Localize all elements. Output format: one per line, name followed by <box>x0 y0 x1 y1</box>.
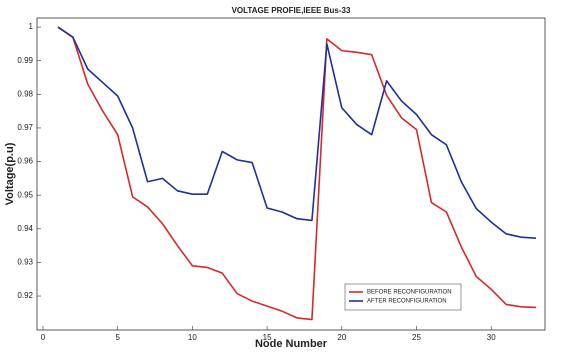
x-axis-label: Node Number <box>255 338 328 350</box>
plot-frame <box>36 17 546 331</box>
chart-title: VOLTAGE PROFIE,IEEE Bus-33 <box>232 6 351 15</box>
line-series <box>57 26 537 240</box>
y-tick-label: 0.96 <box>17 157 33 166</box>
x-tick-label: 0 <box>41 333 46 342</box>
y-tick-label: 0.99 <box>17 56 33 65</box>
x-tick-label: 30 <box>487 333 496 342</box>
legend-label: AFTER RECONFIGURATION <box>367 299 447 305</box>
y-tick-label: 0.92 <box>17 291 33 300</box>
legend-box <box>344 283 462 311</box>
y-tick-label: 0.93 <box>17 258 33 267</box>
y-tick-label: 0.97 <box>17 123 33 132</box>
y-tick-label: 1 <box>29 22 34 31</box>
legend-label: BEFORE RECONFIGURATION <box>367 290 452 296</box>
y-tick-label: 0.95 <box>17 190 33 199</box>
y-tick-label: 0.98 <box>17 89 33 98</box>
x-tick-label: 20 <box>337 333 346 342</box>
line-series <box>57 26 537 321</box>
x-tick-label: 5 <box>115 333 120 342</box>
x-tick-label: 10 <box>188 333 197 342</box>
x-tick-label: 25 <box>412 333 421 342</box>
x-tick-label: 15 <box>263 333 272 342</box>
y-tick-label: 0.94 <box>17 224 33 233</box>
y-axis-label: Voltage(p.u) <box>4 142 16 205</box>
